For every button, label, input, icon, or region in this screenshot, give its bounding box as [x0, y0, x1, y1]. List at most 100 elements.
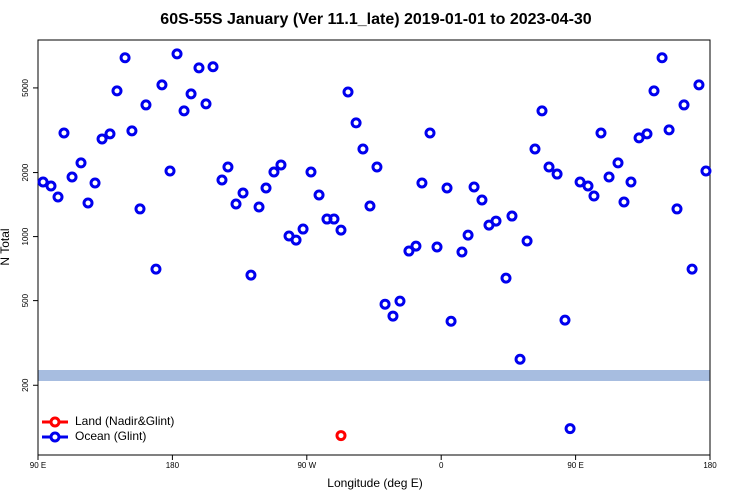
legend-label: Land (Nadir&Glint)	[75, 414, 174, 428]
point	[394, 295, 406, 307]
point	[178, 105, 190, 117]
y-tick-label: 2000	[21, 163, 30, 181]
point	[297, 223, 309, 235]
point	[445, 315, 457, 327]
point	[476, 194, 488, 206]
point	[506, 210, 518, 222]
point	[364, 200, 376, 212]
point	[245, 269, 257, 281]
point	[618, 196, 630, 208]
point	[171, 48, 183, 60]
point	[164, 165, 176, 177]
point	[290, 234, 302, 246]
point	[543, 161, 555, 173]
point	[342, 86, 354, 98]
point	[268, 166, 280, 178]
point	[305, 166, 317, 178]
point	[529, 143, 541, 155]
point	[126, 125, 138, 137]
point	[551, 168, 563, 180]
point	[678, 99, 690, 111]
x-tick-label: 180	[166, 461, 180, 470]
point	[222, 161, 234, 173]
point	[200, 98, 212, 110]
x-tick-label: 90 E	[567, 461, 583, 470]
point	[410, 240, 422, 252]
point	[335, 224, 347, 236]
point	[387, 310, 399, 322]
point	[671, 203, 683, 215]
y-tick-label: 200	[21, 378, 30, 392]
point	[313, 189, 325, 201]
point	[379, 298, 391, 310]
point	[82, 197, 94, 209]
point	[633, 132, 645, 144]
point	[275, 159, 287, 171]
point	[648, 85, 660, 97]
point	[328, 213, 340, 225]
point	[111, 85, 123, 97]
point	[693, 79, 705, 91]
point	[260, 182, 272, 194]
point	[656, 52, 668, 64]
point	[403, 245, 415, 257]
point	[612, 157, 624, 169]
point	[230, 198, 242, 210]
point	[603, 171, 615, 183]
point	[490, 215, 502, 227]
y-axis-label: N Total	[0, 228, 12, 265]
point	[514, 353, 526, 365]
point	[371, 161, 383, 173]
legend-marker	[49, 431, 61, 443]
point	[700, 165, 712, 177]
x-tick-label: 0	[439, 461, 444, 470]
point	[156, 79, 168, 91]
x-tick-label: 180	[703, 461, 717, 470]
point	[468, 181, 480, 193]
x-tick-label: 90 W	[297, 461, 316, 470]
point	[96, 133, 108, 145]
point	[104, 128, 116, 140]
point	[641, 128, 653, 140]
point	[140, 99, 152, 111]
point	[588, 190, 600, 202]
point	[424, 127, 436, 139]
point	[441, 182, 453, 194]
point	[431, 241, 443, 253]
point	[134, 203, 146, 215]
point	[625, 176, 637, 188]
y-tick-label: 5000	[21, 78, 30, 96]
point	[193, 62, 205, 74]
point	[663, 124, 675, 136]
point	[52, 191, 64, 203]
point	[185, 88, 197, 100]
point	[45, 180, 57, 192]
plot-frame	[37, 39, 711, 456]
point	[574, 176, 586, 188]
x-axis-label: Longitude (deg E)	[327, 476, 422, 490]
point	[500, 272, 512, 284]
point	[521, 235, 533, 247]
point	[237, 187, 249, 199]
point	[582, 180, 594, 192]
point	[335, 430, 347, 442]
band	[38, 370, 710, 381]
point	[207, 61, 219, 73]
point	[462, 229, 474, 241]
point	[536, 105, 548, 117]
point	[119, 52, 131, 64]
point	[686, 263, 698, 275]
point	[37, 176, 49, 188]
point	[216, 174, 228, 186]
point	[89, 177, 101, 189]
point	[595, 127, 607, 139]
point	[416, 177, 428, 189]
point	[564, 423, 576, 435]
point	[559, 314, 571, 326]
point	[456, 246, 468, 258]
point	[357, 143, 369, 155]
point	[253, 201, 265, 213]
legend-label: Ocean (Glint)	[75, 429, 146, 443]
y-tick-label: 500	[21, 293, 30, 307]
